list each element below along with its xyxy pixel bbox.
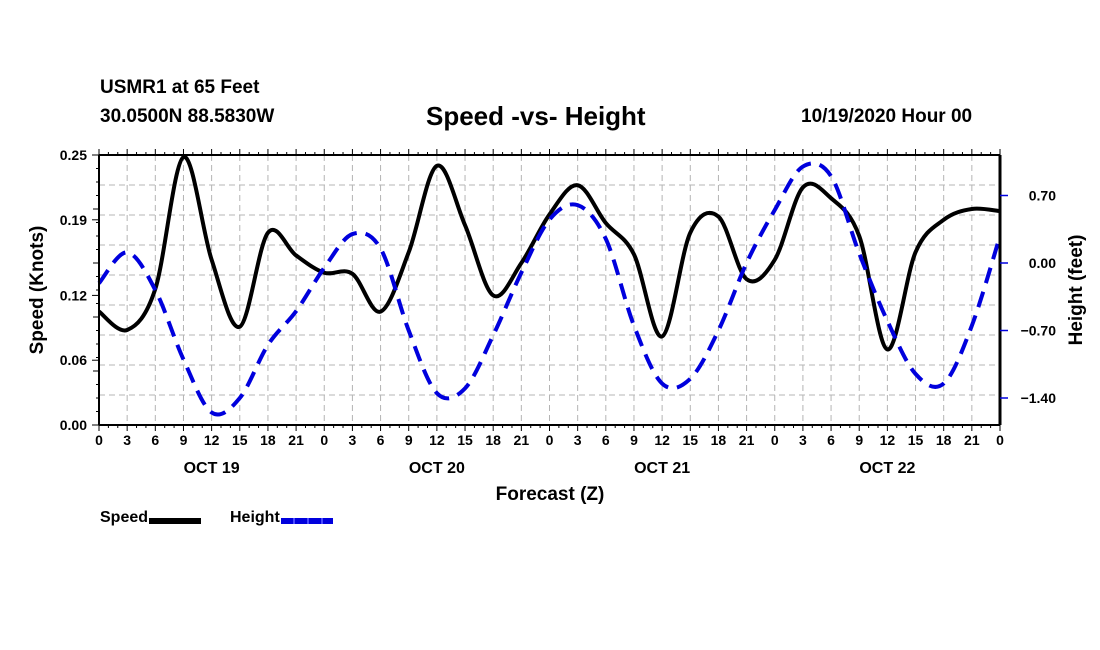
y2-tick-label: 0.00 — [1029, 255, 1056, 271]
x-tick-label: 0 — [320, 432, 328, 448]
x-axis-title: Forecast (Z) — [496, 484, 605, 505]
axes — [92, 149, 1008, 431]
x-tick-label: 12 — [429, 432, 445, 448]
x-tick-label: 3 — [574, 432, 582, 448]
x-tick-label: 0 — [95, 432, 103, 448]
y2-tick-label: −1.40 — [1021, 390, 1057, 406]
legend-speed-swatch — [149, 517, 202, 524]
x-tick-label: 15 — [232, 432, 248, 448]
y-tick-label: 0.00 — [60, 417, 87, 433]
legend-height-label: Height — [230, 509, 280, 526]
x-tick-label: 9 — [180, 432, 188, 448]
y-axis-title: Speed (Knots) — [27, 226, 48, 355]
day-label: OCT 20 — [409, 460, 465, 477]
y-tick-label: 0.12 — [60, 287, 87, 303]
x-tick-label: 21 — [964, 432, 980, 448]
x-tick-label: 0 — [996, 432, 1004, 448]
legend-height-swatch — [280, 517, 333, 524]
x-tick-label: 3 — [799, 432, 807, 448]
x-tick-label: 0 — [771, 432, 779, 448]
x-tick-label: 15 — [682, 432, 698, 448]
x-tick-label: 18 — [260, 432, 276, 448]
x-tick-label: 18 — [936, 432, 952, 448]
x-tick-label: 9 — [405, 432, 413, 448]
legend: Speed — [100, 509, 202, 527]
y2-axis-title: Height (feet) — [1066, 235, 1087, 346]
legend: Height — [230, 509, 333, 527]
x-tick-label: 21 — [739, 432, 755, 448]
x-tick-label: 6 — [377, 432, 385, 448]
day-label: OCT 21 — [634, 460, 690, 477]
y2-tick-label: 0.70 — [1029, 188, 1056, 204]
x-tick-label: 6 — [151, 432, 159, 448]
x-tick-label: 12 — [204, 432, 220, 448]
x-tick-label: 9 — [630, 432, 638, 448]
x-tick-label: 12 — [880, 432, 896, 448]
day-label: OCT 22 — [859, 460, 915, 477]
grid — [99, 155, 1000, 425]
y-tick-label: 0.25 — [60, 147, 87, 163]
x-tick-label: 15 — [457, 432, 473, 448]
series-line-speed — [97, 155, 1001, 352]
x-tick-label: 6 — [827, 432, 835, 448]
x-tick-label: 9 — [855, 432, 863, 448]
day-label: OCT 19 — [184, 460, 240, 477]
x-tick-label: 6 — [602, 432, 610, 448]
coordinates-label: 30.0500N 88.5830W — [100, 106, 275, 127]
tick-labels: 0 3 6 9 12 15 18 21 0 3 6 9 12 15 18 21 0 3 6 9 12 15 18 21 0 3 6 9… — [60, 147, 1056, 477]
x-tick-label: 21 — [514, 432, 530, 448]
y2-tick-label: −0.70 — [1021, 323, 1057, 339]
station-label: USMR1 at 65 Feet — [100, 77, 260, 98]
x-tick-label: 3 — [349, 432, 357, 448]
x-tick-label: 0 — [546, 432, 554, 448]
legend-speed-label: Speed — [100, 509, 149, 526]
run-time-label: 10/19/2020 Hour 00 — [801, 106, 973, 127]
x-tick-label: 18 — [711, 432, 727, 448]
x-tick-label: 21 — [288, 432, 304, 448]
y-tick-label: 0.19 — [60, 212, 87, 228]
chart-title: Speed -vs- Height — [426, 101, 646, 131]
x-tick-label: 12 — [654, 432, 670, 448]
x-tick-label: 3 — [123, 432, 131, 448]
series-line-height — [97, 161, 1002, 417]
series-layer — [97, 155, 1002, 417]
x-tick-label: 15 — [908, 432, 924, 448]
y-tick-label: 0.06 — [60, 352, 87, 368]
x-tick-label: 18 — [485, 432, 501, 448]
